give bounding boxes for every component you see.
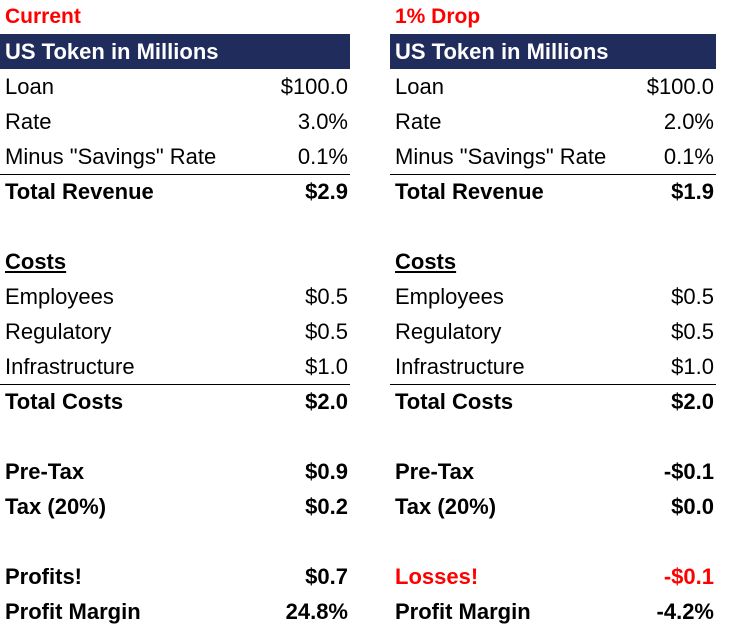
pre-tax-row: Pre-Tax $0.9 [0,454,350,489]
savings-rate-row: Minus "Savings" Rate 0.1% [0,139,350,174]
losses-row: Losses! -$0.1 [390,559,716,594]
spacer [0,419,350,454]
total-costs-row: Total Costs $2.0 [390,384,716,419]
scenario-title: Current [5,5,81,28]
pre-tax-value: -$0.1 [663,458,714,484]
total-revenue-label: Total Revenue [395,179,544,204]
losses-value: -$0.1 [663,563,714,589]
regulatory-label: Regulatory [5,318,112,344]
loan-value: $100.0 [280,73,348,99]
total-costs-label: Total Costs [5,389,124,414]
regulatory-label: Regulatory [395,318,502,344]
costs-section-title-row: Costs [0,244,350,279]
profit-margin-value: 24.8% [285,598,348,624]
pre-tax-row: Pre-Tax -$0.1 [390,454,716,489]
tax-label: Tax (20%) [395,493,497,519]
drop-scenario-panel: 1% Drop US Token in Millions Loan $100.0… [390,0,716,629]
rate-row: Rate 2.0% [390,104,716,139]
profit-margin-row: Profit Margin -4.2% [390,594,716,629]
loan-row: Loan $100.0 [390,69,716,104]
loan-row: Loan $100.0 [0,69,350,104]
infrastructure-row: Infrastructure $1.0 [0,349,350,384]
savings-rate-value: 0.1% [297,143,348,169]
tax-value: $0.0 [671,493,714,519]
spacer [390,419,716,454]
regulatory-row: Regulatory $0.5 [0,314,350,349]
loan-label: Loan [5,73,54,99]
costs-section-title: Costs [5,248,67,274]
savings-rate-label: Minus "Savings" Rate [395,143,607,169]
employees-row: Employees $0.5 [0,279,350,314]
regulatory-value: $0.5 [671,318,714,344]
total-revenue-row: Total Revenue $2.9 [0,174,350,209]
rate-value: 3.0% [297,108,348,134]
pre-tax-value: $0.9 [305,458,348,484]
infrastructure-value: $1.0 [671,353,714,379]
profit-margin-value: -4.2% [656,598,714,624]
spacer [0,209,350,244]
regulatory-row: Regulatory $0.5 [390,314,716,349]
infrastructure-label: Infrastructure [5,353,135,379]
scenario-title: 1% Drop [395,5,481,28]
spacer [0,524,350,559]
current-scenario-panel: Current US Token in Millions Loan $100.0… [0,0,350,629]
spacer [390,524,716,559]
infrastructure-row: Infrastructure $1.0 [390,349,716,384]
pre-tax-label: Pre-Tax [5,458,85,484]
total-costs-value: $2.0 [305,389,348,414]
employees-value: $0.5 [305,283,348,309]
infrastructure-value: $1.0 [305,353,348,379]
total-costs-value: $2.0 [671,389,714,414]
table-header: US Token in Millions [0,34,350,69]
losses-label: Losses! [395,563,479,589]
rate-label: Rate [395,108,442,134]
rate-row: Rate 3.0% [0,104,350,139]
total-revenue-value: $1.9 [671,179,714,204]
profits-row: Profits! $0.7 [0,559,350,594]
savings-rate-value: 0.1% [663,143,714,169]
infrastructure-label: Infrastructure [395,353,525,379]
total-revenue-value: $2.9 [305,179,348,204]
profit-margin-label: Profit Margin [5,598,141,624]
total-costs-row: Total Costs $2.0 [0,384,350,419]
loan-value: $100.0 [646,73,714,99]
employees-value: $0.5 [671,283,714,309]
costs-section-title-row: Costs [390,244,716,279]
employees-row: Employees $0.5 [390,279,716,314]
total-revenue-label: Total Revenue [5,179,154,204]
employees-label: Employees [5,283,114,309]
profits-value: $0.7 [305,563,348,589]
tax-row: Tax (20%) $0.0 [390,489,716,524]
total-costs-label: Total Costs [395,389,514,414]
total-revenue-row: Total Revenue $1.9 [390,174,716,209]
spacer [390,209,716,244]
rate-label: Rate [5,108,52,134]
pre-tax-label: Pre-Tax [395,458,475,484]
profits-label: Profits! [5,563,82,589]
tax-row: Tax (20%) $0.2 [0,489,350,524]
rate-value: 2.0% [663,108,714,134]
tax-value: $0.2 [305,493,348,519]
savings-rate-row: Minus "Savings" Rate 0.1% [390,139,716,174]
loan-label: Loan [395,73,444,99]
employees-label: Employees [395,283,504,309]
table-header: US Token in Millions [390,34,716,69]
costs-section-title: Costs [395,248,457,274]
profit-margin-row: Profit Margin 24.8% [0,594,350,629]
savings-rate-label: Minus "Savings" Rate [5,143,217,169]
tax-label: Tax (20%) [5,493,107,519]
profit-margin-label: Profit Margin [395,598,531,624]
regulatory-value: $0.5 [305,318,348,344]
